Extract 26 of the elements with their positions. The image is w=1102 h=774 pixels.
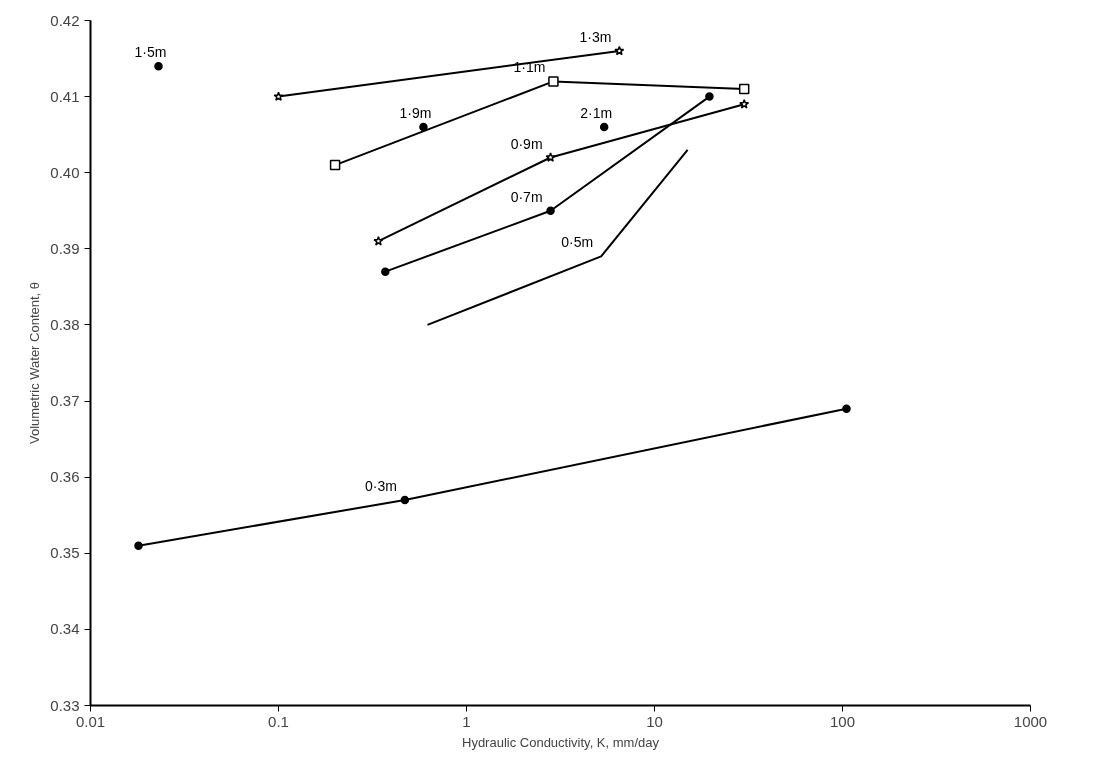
y-tick-label: 0.35 — [50, 544, 80, 562]
x-tick-label: 0.01 — [75, 712, 106, 730]
y-tick-label: 0.41 — [50, 87, 80, 105]
y-tick-label: 0.38 — [50, 315, 80, 333]
x-axis-title: Hydraulic Conductivity, K, mm/day — [462, 734, 660, 750]
y-tick-label: 0.42 — [50, 11, 80, 29]
y-tick-label: 0.33 — [50, 696, 80, 714]
series-label: 0·3m — [364, 478, 397, 494]
y-axis-title: Volumetric Water Content, θ — [27, 281, 43, 445]
y-tick-label: 0.39 — [50, 239, 80, 257]
series-label: 0·9m — [510, 135, 543, 152]
series-label: 0·7m — [510, 188, 543, 205]
x-tick-label: 100 — [829, 712, 856, 730]
x-tick-label: 1000 — [1013, 712, 1048, 730]
series-label: 1·9m — [399, 105, 432, 122]
series-label: 2·1m — [580, 105, 613, 122]
y-tick-label: 0.37 — [50, 392, 80, 410]
x-tick-label: 10 — [646, 712, 663, 730]
y-tick-label: 0.40 — [50, 163, 80, 181]
x-tick-label: 0.1 — [268, 712, 289, 730]
y-tick-label: 0.34 — [50, 620, 80, 638]
x-tick-label: 1 — [462, 712, 471, 730]
series-label: 0·5m — [561, 234, 594, 251]
series-label: 1·5m — [134, 44, 167, 61]
y-tick-label: 0.36 — [50, 468, 80, 486]
series-label: 1·3m — [579, 28, 612, 45]
